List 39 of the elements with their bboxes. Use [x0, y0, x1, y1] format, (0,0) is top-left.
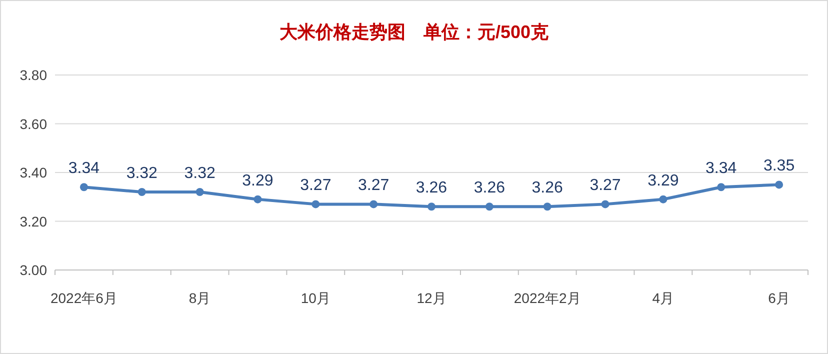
x-tick-label: 6月 — [768, 290, 790, 306]
point — [543, 202, 552, 211]
data-label: 3.26 — [416, 180, 448, 197]
point — [659, 195, 668, 204]
data-label: 3.34 — [706, 160, 737, 178]
point — [370, 200, 378, 208]
x-tick-label: 8月 — [188, 290, 211, 306]
data-label: 3.29 — [242, 172, 274, 190]
y-tick-label: 3.40 — [20, 164, 48, 180]
y-tick-label: 3.60 — [20, 116, 48, 132]
data-label: 3.32 — [184, 165, 216, 182]
point — [80, 183, 88, 192]
point — [485, 202, 494, 211]
point — [428, 202, 436, 211]
x-tick-label: 2022年6月 — [50, 290, 118, 306]
data-label: 3.34 — [68, 160, 100, 178]
y-tick-label: 3.80 — [20, 67, 48, 83]
data-label: 3.27 — [358, 177, 390, 194]
point — [717, 183, 726, 192]
x-tick-label: 2022年2月 — [514, 290, 581, 306]
point — [601, 200, 610, 208]
data-label: 3.35 — [763, 158, 795, 175]
chart-title: 大米价格走势图 单位：元/500克 — [278, 22, 549, 42]
data-label: 3.32 — [126, 165, 158, 182]
data-label: 3.27 — [590, 177, 621, 194]
data-label: 3.26 — [474, 180, 506, 197]
point — [312, 200, 320, 208]
point — [196, 188, 204, 196]
x-tick-label: 12月 — [416, 290, 446, 306]
point — [775, 180, 784, 189]
point — [254, 195, 262, 204]
data-label: 3.29 — [648, 172, 679, 190]
point — [138, 188, 146, 196]
data-label: 3.26 — [532, 180, 564, 197]
y-tick-label: 3.20 — [20, 213, 48, 230]
data-label: 3.27 — [300, 177, 332, 194]
x-tick-label: 10月 — [300, 290, 330, 306]
y-tick-label: 3.00 — [20, 262, 48, 278]
x-tick-label: 4月 — [652, 290, 674, 306]
